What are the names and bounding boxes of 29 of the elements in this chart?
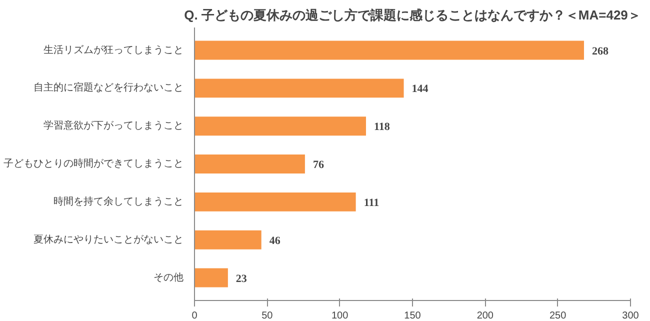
x-tick-label: 300	[622, 310, 640, 321]
data-label: 144	[412, 83, 429, 96]
chart-title: Q. 子どもの夏休みの過ごし方で課題に感じることはなんですか？＜MA=429＞	[184, 8, 641, 22]
data-label: 76	[312, 159, 324, 171]
y-tick-label: 生活リズムが狂ってしまうこと	[44, 44, 184, 56]
y-tick-label: 学習意欲が下がってしまうこと	[44, 120, 184, 132]
bar	[194, 268, 228, 288]
x-tick-label: 100	[331, 310, 349, 321]
data-label: 46	[269, 234, 281, 247]
bar	[194, 230, 262, 250]
x-tick-label: 50	[262, 310, 274, 321]
data-label: 118	[374, 121, 390, 134]
y-tick-label: 子どもひとりの時間ができてしまうこと	[4, 158, 184, 170]
bar	[194, 192, 356, 212]
y-tick-label: 時間を持て余してしまうこと	[54, 195, 184, 208]
data-label: 111	[364, 196, 380, 209]
x-tick-label: 0	[192, 310, 198, 321]
x-tick-label: 250	[549, 310, 567, 321]
x-tick-label: 150	[404, 310, 422, 321]
bar	[194, 154, 305, 174]
bar	[194, 40, 584, 60]
y-tick-label: その他	[154, 271, 184, 284]
y-tick-label: 自主的に宿題などを行わないこと	[34, 82, 184, 94]
bar	[194, 78, 404, 98]
y-tick-label: 夏休みにやりたいことがないこと	[34, 234, 184, 246]
data-label: 23	[236, 272, 248, 285]
data-label: 268	[592, 45, 609, 58]
x-tick-label: 200	[476, 310, 494, 321]
bar	[194, 116, 366, 136]
